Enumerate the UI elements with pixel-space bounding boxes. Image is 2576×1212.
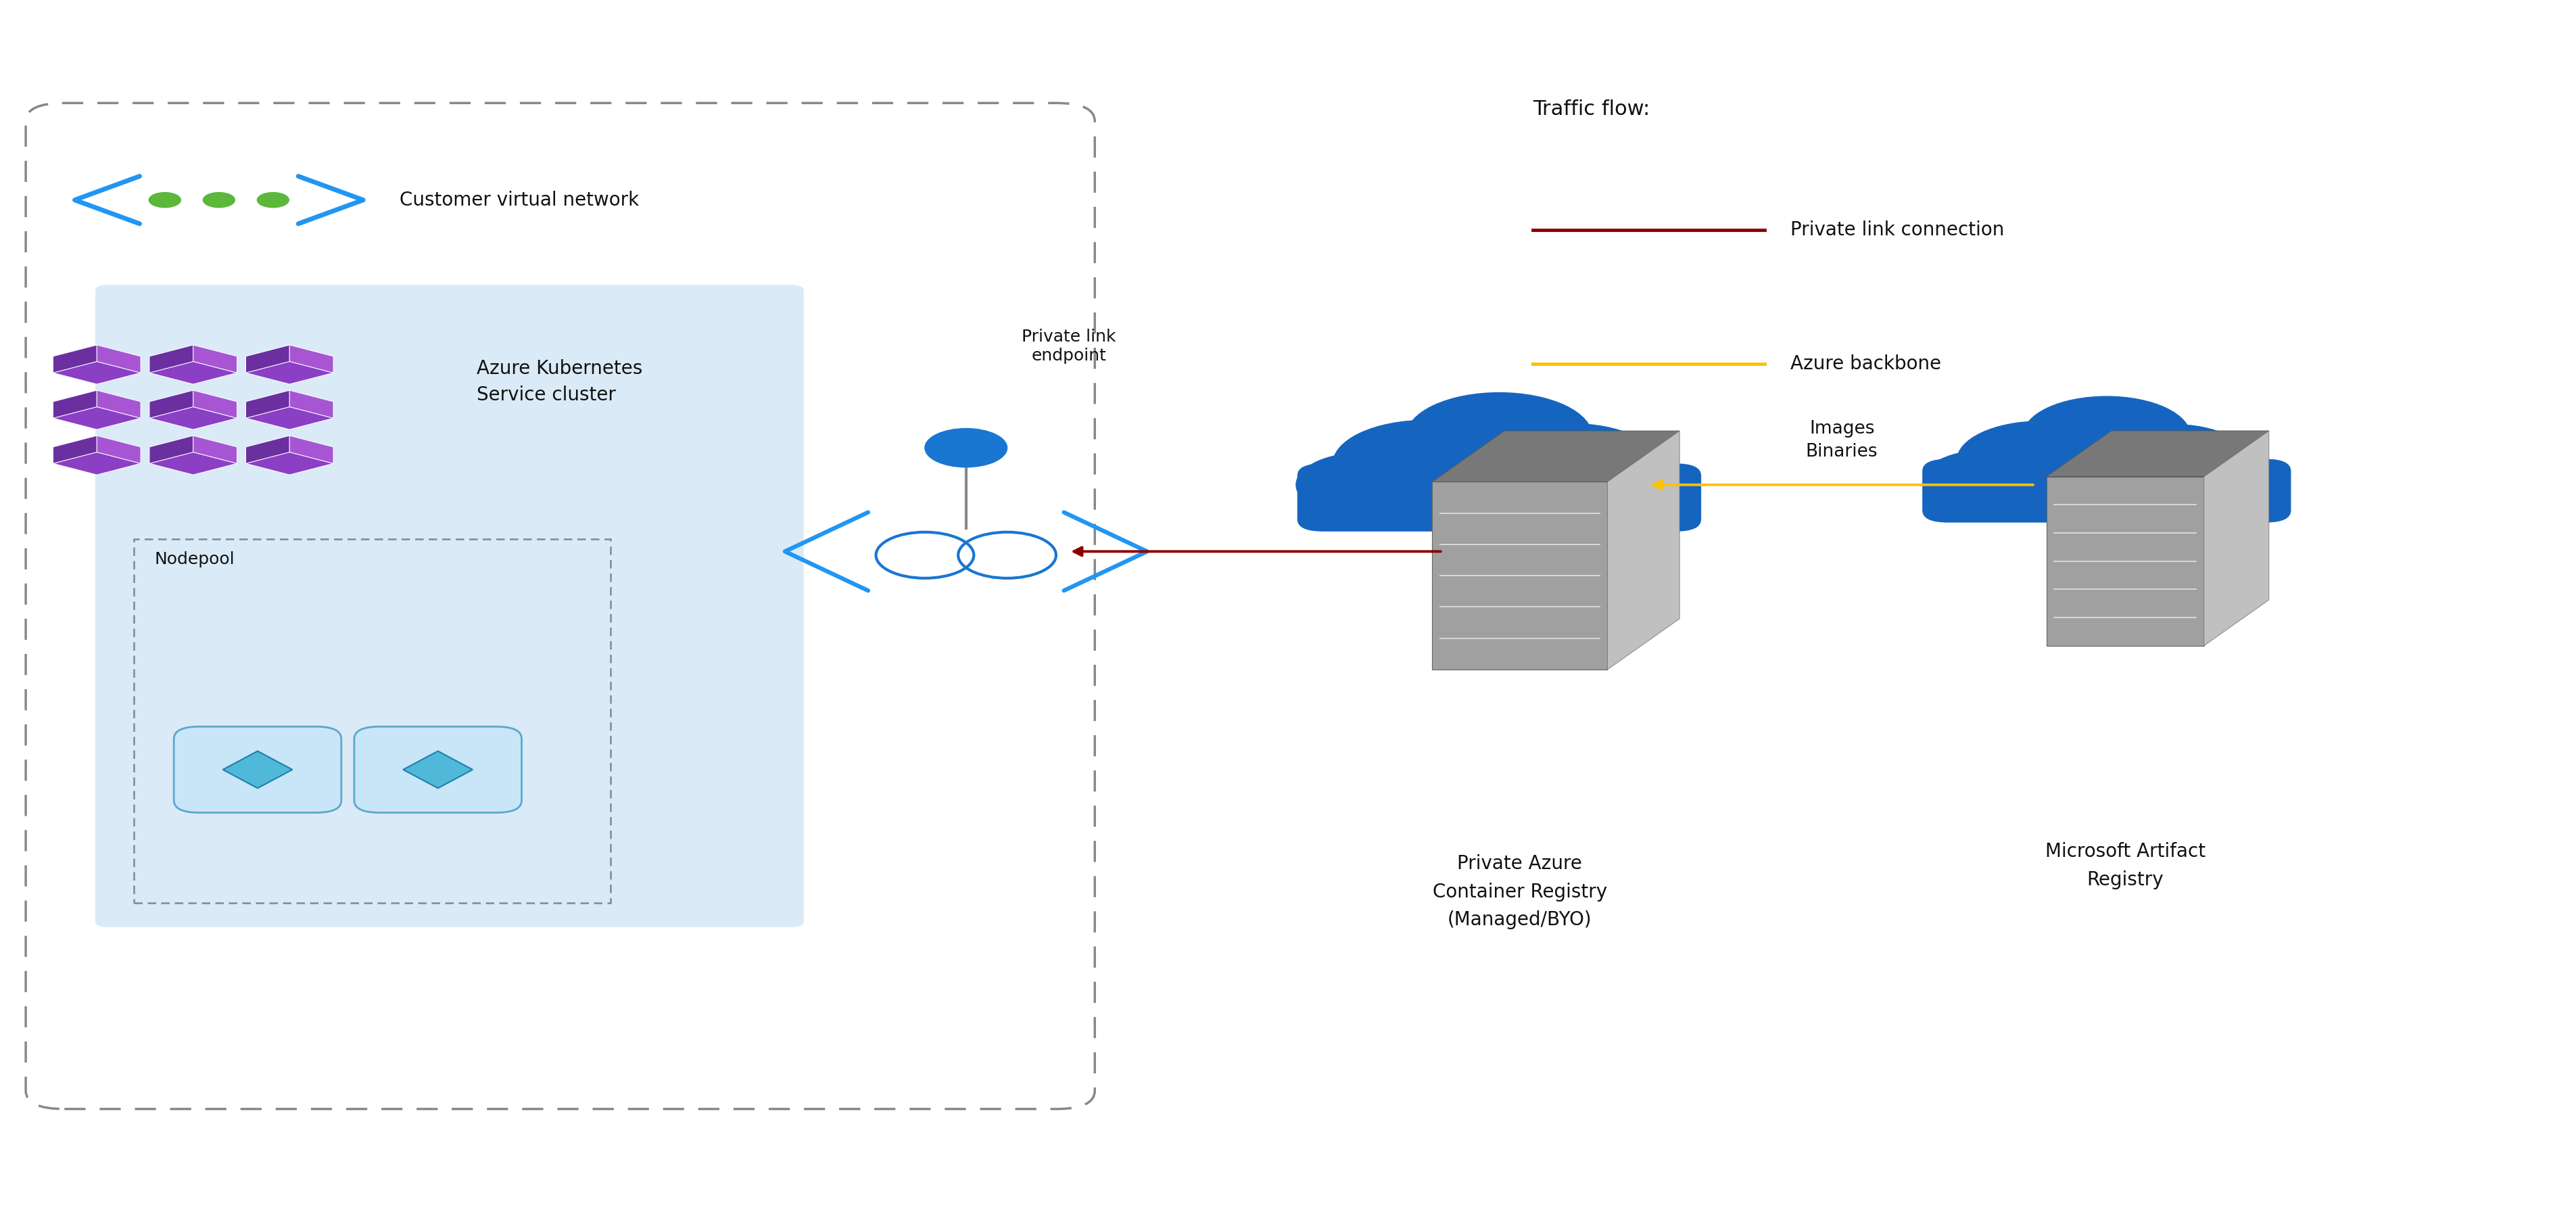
Text: Azure Kubernetes
Service cluster: Azure Kubernetes Service cluster: [477, 359, 641, 405]
Polygon shape: [1432, 430, 1680, 481]
Text: Private link
endpoint: Private link endpoint: [1023, 328, 1115, 364]
Circle shape: [1427, 450, 1571, 519]
Polygon shape: [149, 390, 193, 418]
Text: Microsoft Artifact
Registry: Microsoft Artifact Registry: [2045, 842, 2205, 890]
Polygon shape: [289, 345, 332, 373]
Polygon shape: [1607, 430, 1680, 669]
Polygon shape: [245, 361, 332, 384]
Circle shape: [2040, 448, 2172, 510]
Polygon shape: [289, 435, 332, 463]
Bar: [2045, 476, 2205, 646]
Polygon shape: [98, 435, 142, 463]
Polygon shape: [149, 407, 237, 429]
Polygon shape: [98, 345, 142, 373]
Polygon shape: [98, 390, 142, 418]
Polygon shape: [193, 435, 237, 463]
Polygon shape: [149, 345, 193, 373]
Circle shape: [1571, 454, 1698, 515]
Polygon shape: [54, 345, 98, 373]
Circle shape: [925, 429, 1007, 467]
Polygon shape: [245, 407, 332, 429]
Text: Nodepool: Nodepool: [155, 551, 234, 567]
Polygon shape: [289, 390, 332, 418]
Circle shape: [2097, 424, 2249, 497]
Text: Azure backbone: Azure backbone: [1790, 354, 1942, 373]
FancyBboxPatch shape: [95, 285, 804, 927]
Polygon shape: [149, 435, 193, 463]
Polygon shape: [224, 751, 294, 788]
Polygon shape: [402, 751, 474, 788]
Polygon shape: [193, 390, 237, 418]
Circle shape: [1924, 451, 2048, 508]
FancyBboxPatch shape: [355, 727, 520, 813]
Circle shape: [2022, 396, 2190, 475]
Polygon shape: [245, 435, 289, 463]
Text: Customer virtual network: Customer virtual network: [399, 190, 639, 210]
Polygon shape: [245, 452, 332, 475]
Text: Traffic flow:: Traffic flow:: [1533, 99, 1649, 119]
Circle shape: [258, 193, 289, 207]
Polygon shape: [54, 452, 142, 475]
Circle shape: [1332, 421, 1520, 508]
Text: Private link connection: Private link connection: [1790, 221, 2004, 240]
Circle shape: [204, 193, 234, 207]
Circle shape: [2172, 452, 2285, 507]
Polygon shape: [149, 361, 237, 384]
Polygon shape: [193, 345, 237, 373]
Text: Private Azure
Container Registry
(Managed/BYO): Private Azure Container Registry (Manage…: [1432, 854, 1607, 930]
Polygon shape: [54, 435, 98, 463]
Polygon shape: [54, 361, 142, 384]
FancyBboxPatch shape: [1298, 463, 1700, 531]
Circle shape: [149, 193, 180, 207]
Circle shape: [1406, 393, 1592, 480]
Polygon shape: [2045, 430, 2269, 476]
Circle shape: [1296, 452, 1432, 518]
Polygon shape: [54, 390, 98, 418]
Polygon shape: [54, 407, 142, 429]
FancyBboxPatch shape: [1922, 459, 2290, 522]
Polygon shape: [245, 345, 289, 373]
Polygon shape: [149, 452, 237, 475]
Circle shape: [1958, 422, 2125, 501]
Polygon shape: [245, 390, 289, 418]
Text: Images
Binaries: Images Binaries: [1806, 421, 1878, 461]
Circle shape: [1486, 424, 1659, 504]
Polygon shape: [2205, 430, 2269, 646]
Bar: [1432, 481, 1607, 669]
FancyBboxPatch shape: [175, 727, 340, 813]
